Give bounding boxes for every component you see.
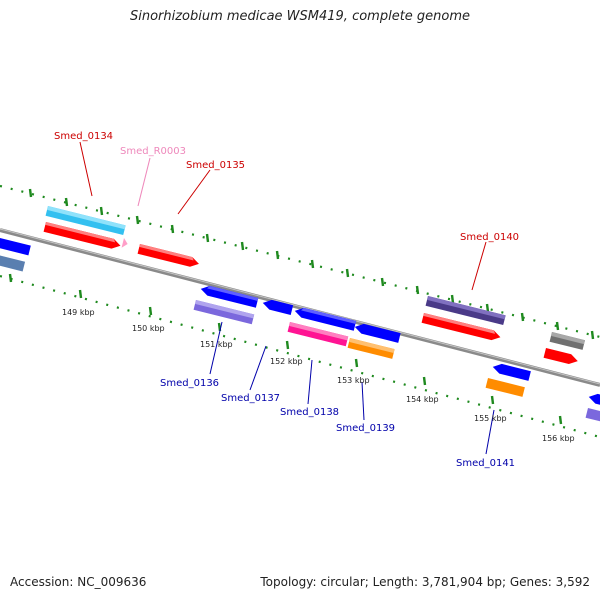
cds-smed-0140 — [421, 313, 501, 341]
backbone-line — [0, 228, 600, 387]
upper-tick-mark — [520, 312, 525, 322]
cds-smed-0138 — [294, 307, 357, 331]
tick-labels: 149 kbp 150 kbp 151 kbp 152 kbp 153 kbp … — [62, 308, 575, 443]
tick-label-156: 156 kbp — [542, 434, 575, 443]
cds-lower-right-cog — [585, 408, 600, 425]
leader-smed-0137 — [249, 345, 267, 391]
leader-smed-0136 — [209, 321, 223, 375]
lower-tick-mark — [558, 415, 563, 425]
map-title: Sinorhizobium medicae WSM419, complete g… — [129, 9, 471, 24]
label-smed-0137: Smed_0137 — [221, 393, 280, 404]
leader-smed-0134 — [79, 141, 93, 197]
cds-lower-right — [588, 393, 600, 409]
upper-tick-mark — [240, 241, 245, 251]
lower-tick-mark — [354, 358, 359, 368]
upper-tick-mark — [28, 188, 33, 198]
tick-label-154: 154 kbp — [406, 395, 439, 404]
upper-tick-mark — [380, 277, 385, 287]
upper-tick-mark — [485, 303, 490, 313]
tick-label-151: 151 kbp — [200, 340, 233, 349]
label-smed-0138: Smed_0138 — [280, 407, 339, 418]
leader-smed-0139 — [361, 381, 365, 421]
upper-tick-mark — [450, 294, 455, 304]
upper-tick-mark — [310, 259, 315, 269]
label-smed-0134: Smed_0134 — [54, 131, 113, 142]
backbone-highlight — [0, 228, 600, 385]
upper-tick-mark — [275, 250, 280, 260]
cds-upper-right — [543, 348, 578, 364]
label-smed-r0003: Smed_R0003 — [120, 146, 186, 157]
cds-smed-0141-cog — [485, 378, 525, 397]
cds-smed-0138-cog — [287, 322, 349, 347]
upper-tick-mark — [205, 233, 210, 243]
ruler-dots — [0, 184, 600, 439]
cds-smed-0141 — [492, 363, 531, 381]
leader-smed-0141 — [485, 409, 495, 455]
cds-left-edge — [0, 237, 31, 256]
cds-left-edge-cog — [0, 254, 26, 272]
label-smed-0141: Smed_0141 — [456, 458, 515, 469]
cds-smed-0139-cog — [347, 338, 395, 359]
tick-label-149: 149 kbp — [62, 308, 95, 317]
ruler-major-ticks — [8, 188, 595, 425]
cds-smed-0134-cog — [45, 206, 126, 236]
leader-smed-0140 — [471, 241, 487, 291]
upper-tick-mark — [590, 330, 595, 340]
rna-smed-r0003 — [121, 238, 128, 248]
leader-smed-0138 — [307, 359, 313, 405]
upper-tick-mark — [170, 224, 175, 234]
accession-text: Accession: NC_009636 — [10, 575, 147, 589]
leader-smed-r0003 — [137, 157, 151, 207]
lower-tick-mark — [422, 376, 427, 386]
label-smed-0140: Smed_0140 — [460, 232, 519, 243]
lower-tick-mark — [285, 340, 290, 350]
cds-smed-0137 — [262, 299, 294, 315]
upper-tick-mark — [345, 268, 350, 278]
upper-features — [43, 206, 585, 364]
backbone — [0, 228, 600, 387]
lower-tick-mark — [78, 289, 83, 299]
lower-tick-mark — [490, 395, 495, 405]
tick-label-152: 152 kbp — [270, 357, 303, 366]
label-smed-0136: Smed_0136 — [160, 378, 219, 389]
cds-smed-0136-cog — [193, 300, 255, 325]
cds-smed-0135 — [137, 244, 199, 267]
topology-text: Topology: circular; Length: 3,781,904 bp… — [260, 575, 590, 589]
leader-smed-0135 — [177, 169, 211, 215]
cds-smed-0134 — [43, 222, 121, 249]
lower-tick-mark — [8, 273, 13, 283]
gene-labels: Smed_0134 Smed_R0003 Smed_0135 Smed_0140… — [54, 131, 519, 469]
tick-label-150: 150 kbp — [132, 324, 165, 333]
upper-tick-mark — [99, 206, 104, 216]
upper-tick-mark — [64, 197, 69, 207]
cds-smed-0139 — [354, 323, 401, 343]
tick-label-155: 155 kbp — [474, 414, 507, 423]
upper-tick-mark — [135, 215, 140, 225]
cds-upper-right-cog — [549, 332, 585, 350]
cds-smed-0136 — [200, 285, 259, 308]
cds-smed-0140-cog — [425, 296, 506, 326]
lower-features — [0, 237, 600, 425]
label-smed-0135: Smed_0135 — [186, 160, 245, 171]
label-smed-0139: Smed_0139 — [336, 423, 395, 434]
ruler-lower-dotted — [0, 274, 600, 439]
leader-lines — [79, 141, 495, 455]
upper-tick-mark — [555, 321, 560, 331]
lower-tick-mark — [148, 306, 153, 316]
ruler-upper-dotted — [0, 184, 600, 339]
upper-tick-mark — [415, 285, 420, 295]
tick-label-153: 153 kbp — [337, 376, 370, 385]
